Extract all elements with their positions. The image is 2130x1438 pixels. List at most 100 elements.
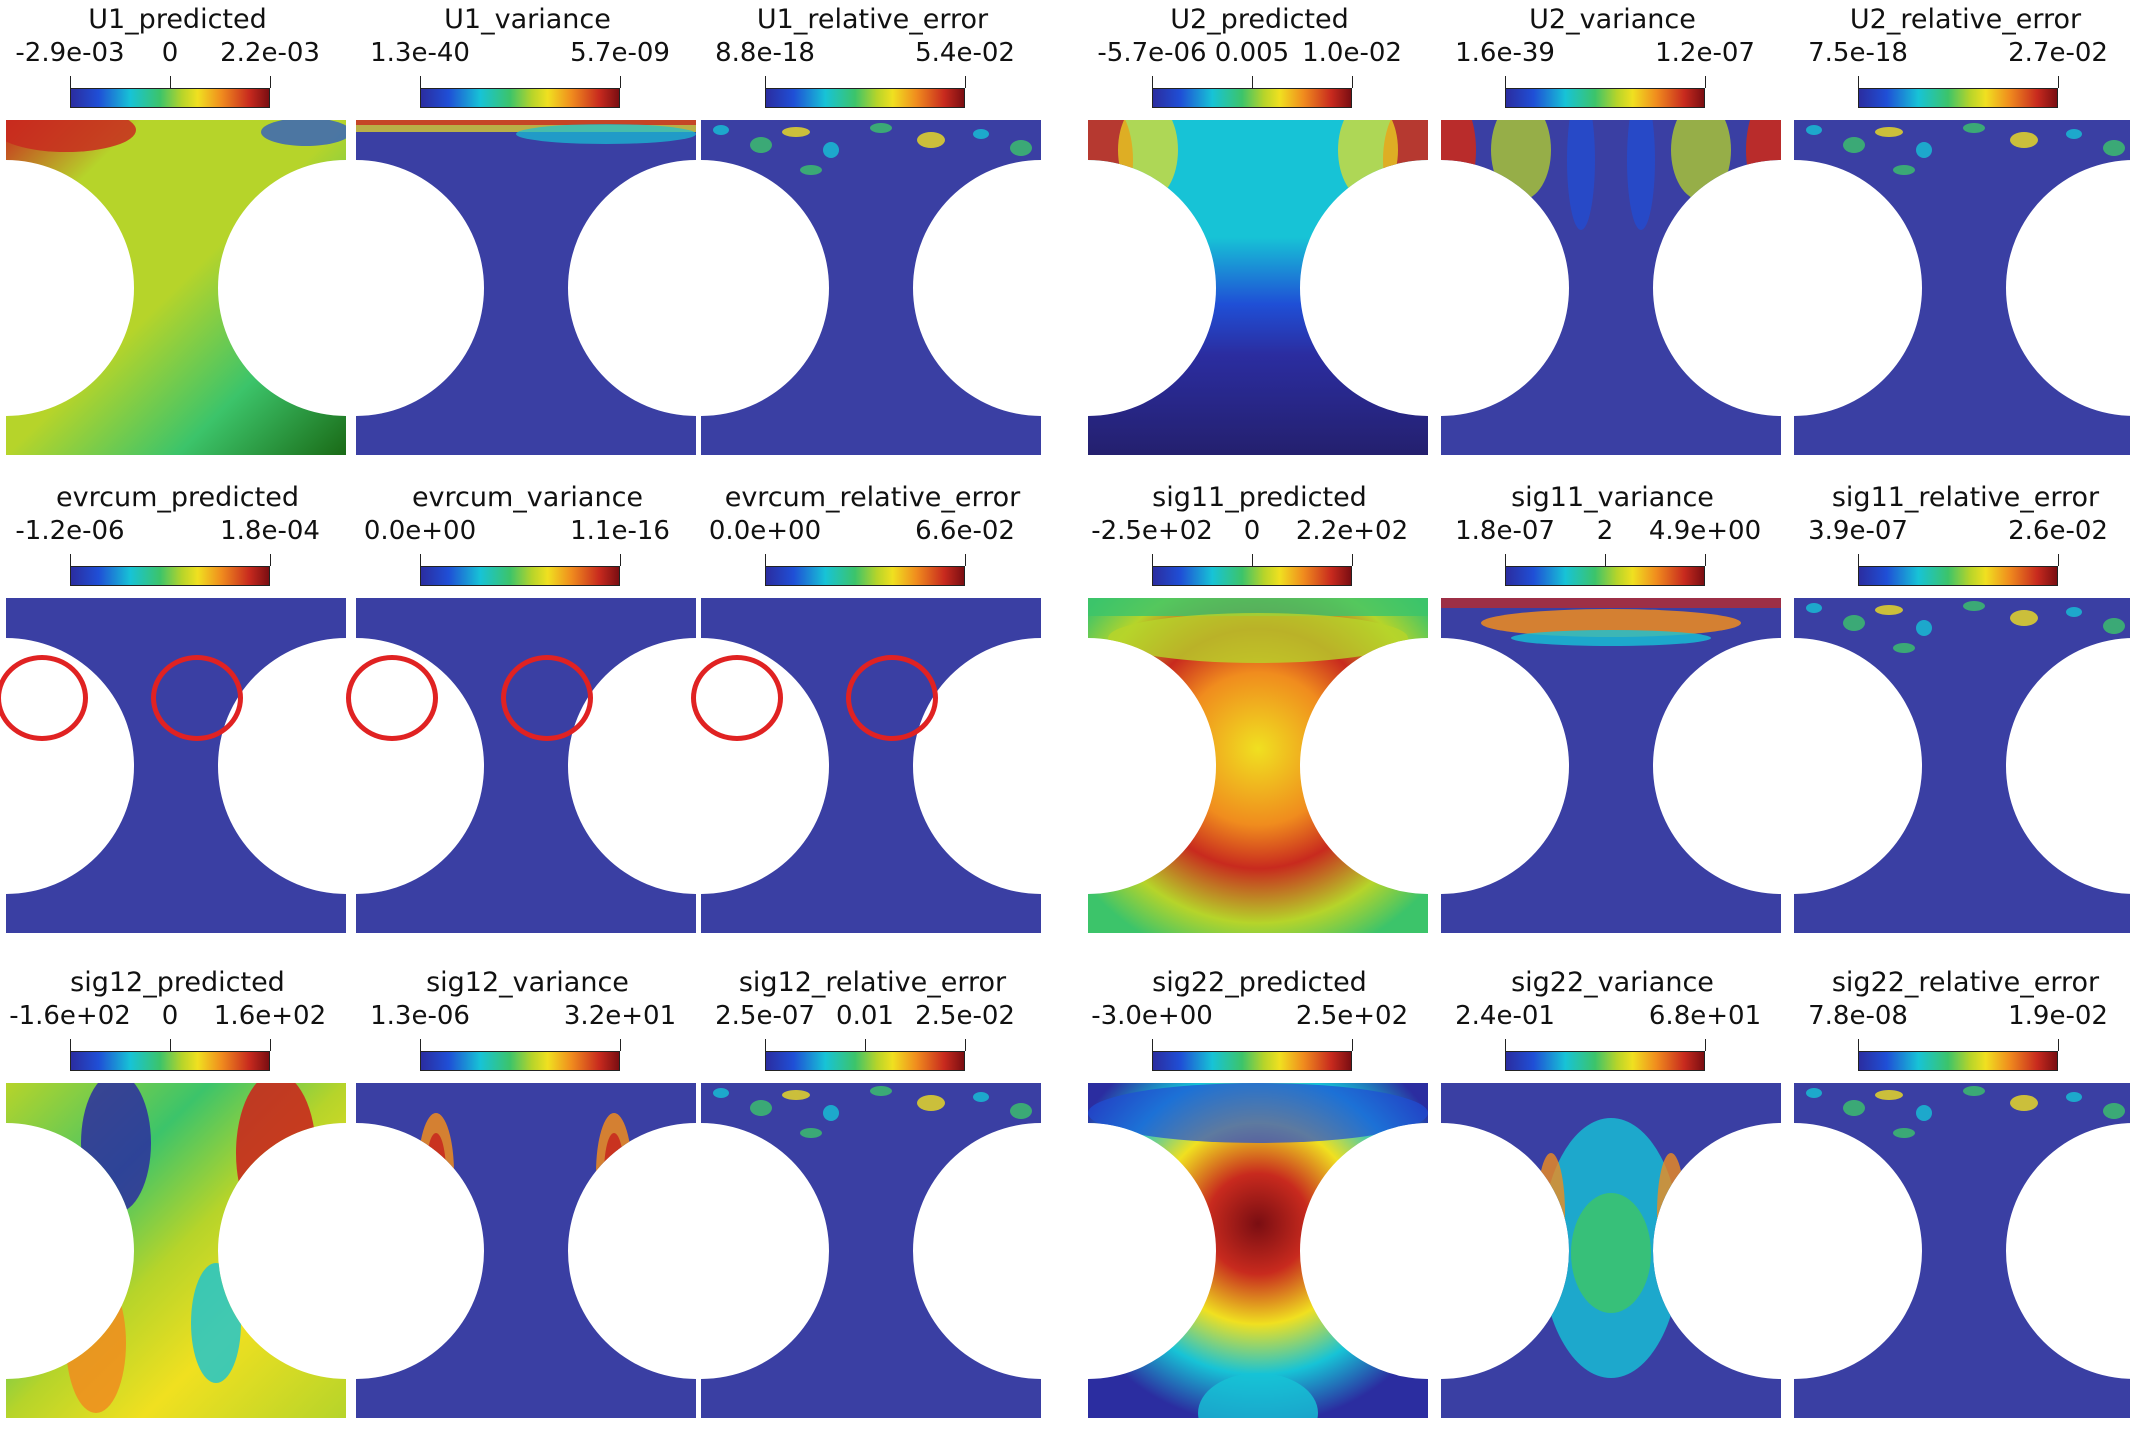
plate-domain	[1794, 1083, 2130, 1418]
colorbar	[1152, 1051, 1352, 1071]
panel-title: U2_variance	[1529, 4, 1696, 35]
field-panel: sig22_predicted -3.0e+00 2.5e+02	[1082, 963, 1437, 1438]
field-panel: U1_variance 1.3e-40 5.7e-09	[350, 0, 705, 475]
colorbar-tick-label: 1.3e-06	[370, 1001, 470, 1031]
colorbar-tick	[420, 76, 421, 88]
colorbar-tick	[170, 76, 171, 88]
field-plot	[1088, 598, 1428, 933]
field-panel: sig11_predicted -2.5e+02 0 2.2e+02	[1082, 478, 1437, 953]
colorbar-tick-label: -1.2e-06	[15, 516, 125, 546]
colorbar-tick-label: -2.9e-03	[15, 38, 125, 68]
colorbar	[1858, 566, 2058, 586]
field-panel: sig22_relative_error 7.8e-08 1.9e-02	[1788, 963, 2130, 1438]
colorbar-tick	[70, 1039, 71, 1051]
field-plot	[356, 598, 696, 933]
colorbar-tick	[1505, 554, 1506, 566]
colorbar-tick-label: 2.2e+02	[1295, 516, 1409, 546]
colorbar-tick	[1152, 554, 1153, 566]
colorbar-tick	[420, 1039, 421, 1051]
colorbar-tick	[1252, 554, 1253, 566]
plate-domain	[6, 120, 346, 455]
colorbar-tick	[765, 1039, 766, 1051]
colorbar-tick	[1252, 76, 1253, 88]
panel-title: evrcum_predicted	[56, 482, 299, 513]
colorbar-tick-label: 0	[161, 1001, 179, 1031]
colorbar	[1505, 88, 1705, 108]
field-panel: evrcum_relative_error 0.0e+00 6.6e-02	[691, 478, 1050, 953]
colorbar	[765, 1051, 965, 1071]
plate-domain	[1794, 120, 2130, 455]
colorbar-tick-label: 2.5e-07	[715, 1001, 815, 1031]
field-panel: U1_relative_error 8.8e-18 5.4e-02	[695, 0, 1050, 475]
panel-title: sig11_relative_error	[1831, 482, 2100, 513]
highlight-circle	[501, 655, 593, 741]
colorbar-tick	[1152, 76, 1153, 88]
panel-title: U2_predicted	[1170, 4, 1349, 35]
plate-domain	[701, 1083, 1041, 1418]
field-plot	[701, 120, 1041, 455]
colorbar	[1152, 88, 1352, 108]
plate-domain	[356, 1083, 696, 1418]
field-panel: sig11_relative_error 3.9e-07 2.6e-02	[1788, 478, 2130, 953]
colorbar	[765, 88, 965, 108]
field-plot	[6, 1083, 346, 1418]
colorbar-tick-label: 7.8e-08	[1808, 1001, 1908, 1031]
panel-title: sig12_relative_error	[738, 967, 1007, 998]
colorbar-tick-label: 2.6e-02	[2008, 516, 2108, 546]
field-plot	[1441, 120, 1781, 455]
colorbar-tick-label: 2.5e-02	[915, 1001, 1015, 1031]
colorbar-tick	[2058, 76, 2059, 88]
highlight-circle	[846, 655, 938, 741]
colorbar-tick-label: -1.6e+02	[9, 1001, 131, 1031]
colorbar-tick	[765, 76, 766, 88]
field-panel: U1_predicted -2.9e-03 0 2.2e-03	[0, 0, 355, 475]
colorbar-tick	[270, 554, 271, 566]
panel-title: U1_predicted	[88, 4, 267, 35]
field-panel: sig12_predicted -1.6e+02 0 1.6e+02	[0, 963, 355, 1438]
field-plot	[6, 120, 346, 455]
colorbar-tick-label: 3.9e-07	[1808, 516, 1908, 546]
field-panel: sig22_variance 2.4e-01 6.8e+01	[1435, 963, 1790, 1438]
field-panel: U2_variance 1.6e-39 1.2e-07	[1435, 0, 1790, 475]
colorbar-tick-label: 0	[161, 38, 179, 68]
panel-title: sig12_variance	[426, 967, 629, 998]
colorbar-tick-label: 2.4e-01	[1455, 1001, 1555, 1031]
colorbar-tick-label: 1.6e+02	[213, 1001, 327, 1031]
panel-title: evrcum_relative_error	[724, 482, 1021, 513]
colorbar-tick-label: 3.2e+01	[563, 1001, 677, 1031]
colorbar-tick-label: 1.8e-07	[1455, 516, 1555, 546]
colorbar-tick	[1858, 554, 1859, 566]
colorbar	[1858, 88, 2058, 108]
colorbar-tick	[1705, 76, 1706, 88]
colorbar-tick	[170, 1039, 171, 1051]
field-panel: U2_predicted -5.7e-06 0.005 1.0e-02	[1082, 0, 1437, 475]
plate-domain	[701, 120, 1041, 455]
colorbar-tick-label: -2.5e+02	[1091, 516, 1213, 546]
colorbar-tick-label: 0	[1243, 516, 1261, 546]
colorbar-tick	[965, 554, 966, 566]
colorbar-tick	[865, 1039, 866, 1051]
plate-domain	[6, 598, 346, 933]
colorbar-tick-label: 1.1e-16	[570, 516, 670, 546]
colorbar-tick-label: 0.0e+00	[363, 516, 477, 546]
panel-title: U1_relative_error	[756, 4, 989, 35]
highlight-circle	[346, 655, 438, 741]
panel-title: sig12_predicted	[70, 967, 285, 998]
plate-domain	[356, 120, 696, 455]
plate-domain	[1441, 598, 1781, 933]
colorbar-tick	[965, 1039, 966, 1051]
panel-title: U2_relative_error	[1849, 4, 2082, 35]
colorbar	[420, 566, 620, 586]
field-plot	[1088, 1083, 1428, 1418]
field-plot	[6, 598, 346, 933]
colorbar-tick-label: 1.2e-07	[1655, 38, 1755, 68]
colorbar-tick	[2058, 554, 2059, 566]
colorbar-tick	[765, 554, 766, 566]
colorbar-tick-label: 0.01	[836, 1001, 894, 1031]
colorbar-tick-label: 2.7e-02	[2008, 38, 2108, 68]
field-plot	[356, 1083, 696, 1418]
colorbar-tick	[1505, 1039, 1506, 1051]
colorbar	[70, 1051, 270, 1071]
highlight-circle	[0, 655, 88, 741]
field-plot	[701, 598, 1041, 933]
